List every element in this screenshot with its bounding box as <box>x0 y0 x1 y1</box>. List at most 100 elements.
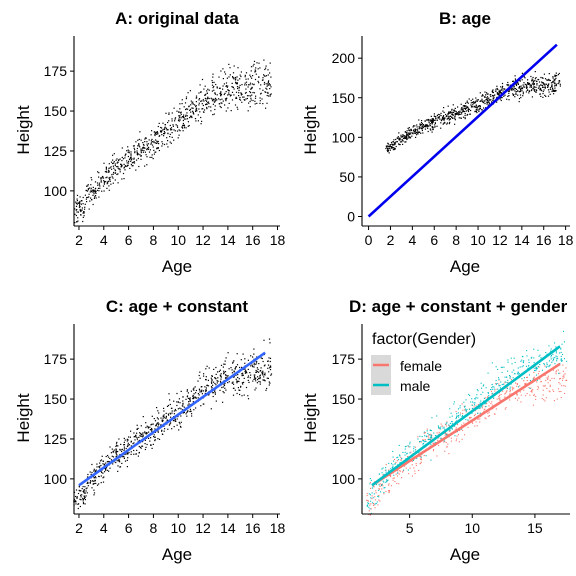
panel-b-title: B: age <box>439 9 491 28</box>
point <box>171 407 173 409</box>
point <box>183 118 185 120</box>
point <box>467 420 469 422</box>
point <box>177 408 179 410</box>
point <box>253 348 255 350</box>
point <box>94 188 96 190</box>
point <box>87 188 89 190</box>
point <box>531 83 533 85</box>
point <box>149 429 151 431</box>
point <box>221 102 223 104</box>
point <box>83 211 85 213</box>
point <box>536 89 538 92</box>
point <box>86 492 88 494</box>
point <box>233 94 235 96</box>
point <box>79 498 81 500</box>
point <box>434 126 436 128</box>
point <box>260 357 262 359</box>
point <box>548 366 550 368</box>
point <box>551 85 553 87</box>
point <box>214 93 216 95</box>
point <box>484 91 486 93</box>
point <box>214 377 216 379</box>
point <box>544 84 546 86</box>
point <box>458 416 460 418</box>
point <box>189 398 191 400</box>
point <box>555 74 557 77</box>
point <box>383 487 385 489</box>
point <box>204 392 206 394</box>
x-tick-label: 18 <box>270 232 286 248</box>
point <box>499 399 501 401</box>
point <box>522 365 524 367</box>
point <box>461 416 463 418</box>
point <box>514 397 516 399</box>
point <box>88 196 90 198</box>
point <box>482 101 484 103</box>
point <box>158 412 160 414</box>
point <box>429 119 431 121</box>
point <box>242 353 244 355</box>
point <box>255 363 257 365</box>
point <box>160 130 162 132</box>
point <box>135 436 137 438</box>
point <box>255 95 257 97</box>
point <box>187 125 189 127</box>
point <box>133 145 135 147</box>
point <box>486 101 488 103</box>
point <box>148 437 150 439</box>
point <box>214 92 216 94</box>
point <box>154 436 156 438</box>
point <box>163 130 165 133</box>
point <box>190 390 192 392</box>
point <box>479 421 481 423</box>
point <box>464 405 466 407</box>
point <box>370 479 372 481</box>
point <box>83 212 85 214</box>
point <box>467 426 469 428</box>
point <box>77 220 79 222</box>
point <box>198 99 200 101</box>
point <box>487 102 489 104</box>
point <box>370 497 372 499</box>
point <box>143 149 145 152</box>
point <box>141 445 144 447</box>
panel-d-ylabel: Height <box>301 393 320 442</box>
point <box>89 200 91 202</box>
point <box>231 99 234 101</box>
point <box>104 471 106 473</box>
point <box>401 458 403 460</box>
point <box>501 384 503 386</box>
point <box>232 72 235 74</box>
point <box>189 90 191 92</box>
point <box>259 376 261 379</box>
point <box>102 472 104 474</box>
point <box>158 122 160 124</box>
point <box>463 110 465 112</box>
point <box>444 433 446 435</box>
point <box>482 391 484 393</box>
point <box>411 129 413 132</box>
point <box>82 486 84 488</box>
point <box>397 470 399 472</box>
point <box>561 360 563 362</box>
point <box>420 457 422 459</box>
point <box>211 90 213 92</box>
point <box>460 108 462 110</box>
point <box>418 131 420 133</box>
point <box>393 460 395 462</box>
point <box>150 140 152 142</box>
point <box>257 368 259 370</box>
point <box>82 196 84 199</box>
point <box>486 96 489 98</box>
point <box>236 82 238 84</box>
point <box>185 98 187 100</box>
point <box>131 162 133 164</box>
point <box>248 381 250 383</box>
point <box>139 131 141 133</box>
point <box>202 108 204 110</box>
point <box>80 499 82 501</box>
point <box>233 375 235 377</box>
point <box>485 387 487 389</box>
x-tick-label: 6 <box>125 520 133 536</box>
point <box>224 382 226 385</box>
